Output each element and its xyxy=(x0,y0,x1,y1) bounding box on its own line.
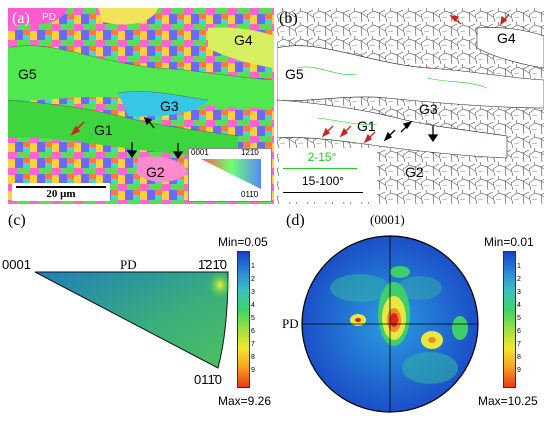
scale-bar xyxy=(16,186,106,188)
pf-max: Max=10.25 xyxy=(478,394,538,408)
scale-bar-box: 20 μm xyxy=(12,183,110,201)
black-arrow-icon xyxy=(126,116,184,160)
ipf-tick: 4 xyxy=(251,302,255,309)
ipf-pole-1210: 1̄21̄0 xyxy=(198,257,227,272)
legend-low-angle-line xyxy=(283,168,357,169)
ipf-tick: 9 xyxy=(251,367,255,374)
grain-label-g4: G4 xyxy=(234,32,253,48)
grain-label-g1-b: G1 xyxy=(357,118,376,134)
pf-tick: 6 xyxy=(517,328,521,335)
ipf-pd-label: PD xyxy=(120,257,137,272)
black-arrow-icon xyxy=(383,120,439,143)
pd-label-a: PD xyxy=(42,12,56,23)
key-0110: 011̄0 xyxy=(241,190,259,199)
red-arrow-icon xyxy=(321,13,510,144)
pf-tick: 7 xyxy=(517,341,521,348)
grain-label-g5-b: G5 xyxy=(285,66,304,82)
key-0001: 0001 xyxy=(191,148,209,157)
ipf-tick: 5 xyxy=(251,315,255,322)
ipf-max: Max=9.26 xyxy=(218,394,272,408)
ipf-tick: 6 xyxy=(251,328,255,335)
grain-label-g3-b: G3 xyxy=(419,101,438,117)
grain-label-g2: G2 xyxy=(146,164,165,180)
pf-min: Min=0.01 xyxy=(484,235,534,249)
boundary-legend: 2-15° 15-100° xyxy=(279,148,377,202)
pf-tick: 5 xyxy=(517,315,521,322)
pf-tick: 3 xyxy=(517,289,521,296)
ipf-tick: 3 xyxy=(251,289,255,296)
ipf-tick: 2 xyxy=(251,276,255,283)
scale-bar-label: 20 μm xyxy=(46,188,76,200)
grain-boundary-map: 2-15° 15-100° (b) G5 G4 G3 G1 G2 xyxy=(277,8,544,204)
key-1210: 1̄21̄0 xyxy=(241,148,259,157)
pf-colorbar xyxy=(503,251,516,388)
pf-tick: 4 xyxy=(517,302,521,309)
panel-b-label: (b) xyxy=(279,10,298,27)
legend-low-angle-label: 2-15° xyxy=(307,150,337,164)
ipf-colorbar xyxy=(237,251,250,388)
ipf-tick: 1 xyxy=(251,263,255,270)
panel-a-label: (a) xyxy=(12,10,30,27)
pf-tick: 1 xyxy=(517,263,521,270)
ipf-tick: 8 xyxy=(251,354,255,361)
ipf-min: Min=0.05 xyxy=(218,235,268,249)
pf-tick: 8 xyxy=(517,354,521,361)
panel-c-label: (c) xyxy=(8,212,26,229)
pole-figure xyxy=(301,235,479,413)
panel-d-label: (d) xyxy=(286,212,305,229)
grain-label-g2-b: G2 xyxy=(405,164,424,180)
pole-figure-title: (0001) xyxy=(370,212,405,227)
ebsd-orientation-map: 20 μm 0001 1̄21̄0 011̄0 (a) PD G5 G4 G3 … xyxy=(8,8,274,204)
red-arrow-icon xyxy=(70,121,85,136)
legend-high-angle-line xyxy=(283,192,363,193)
ipf-pole-0001: 0001 xyxy=(2,257,31,272)
grain-label-g5: G5 xyxy=(18,66,37,82)
ipf-tick: 7 xyxy=(251,341,255,348)
grain-label-g1: G1 xyxy=(94,122,113,138)
grain-label-g3: G3 xyxy=(160,98,179,114)
legend-high-angle-label: 15-100° xyxy=(301,174,345,188)
grain-label-g4-b: G4 xyxy=(497,30,516,46)
pf-tick: 9 xyxy=(517,367,521,374)
pole-figure-pd-label: PD xyxy=(282,316,299,331)
pf-tick: 2 xyxy=(517,276,521,283)
ipf-color-key: 0001 1̄21̄0 011̄0 xyxy=(188,148,272,202)
ipf-pole-0110: 011̄0 xyxy=(194,372,222,387)
